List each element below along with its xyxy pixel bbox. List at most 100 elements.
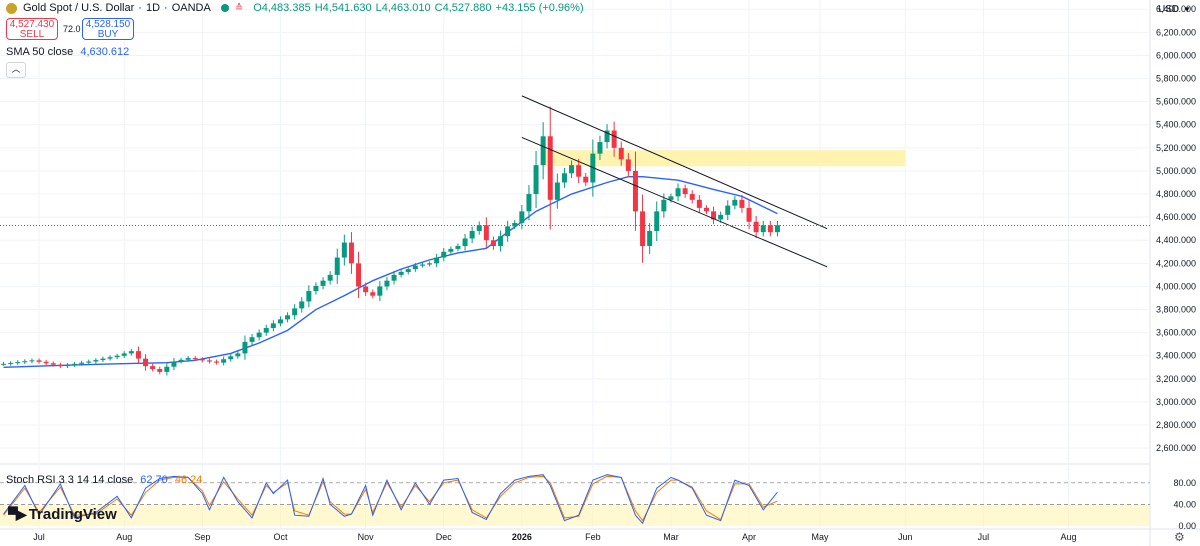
candle-body-6 <box>43 361 49 364</box>
logo-text: TradingView <box>28 506 117 523</box>
market-open-icon <box>220 4 229 12</box>
price-tick-5,600.000: 5,600.000 <box>1156 97 1196 107</box>
time-tick-Aug: Aug <box>116 532 132 542</box>
candle-body-2 <box>15 362 21 364</box>
candle-body-108 <box>767 225 773 233</box>
candle-body-93 <box>661 199 667 212</box>
collapse-legend-button[interactable]: ︿ <box>6 62 26 78</box>
candle-body-20 <box>143 358 149 367</box>
candle-body-74 <box>526 194 532 212</box>
time-tick-Dec: Dec <box>436 532 453 542</box>
candle-body-97 <box>689 194 695 200</box>
bars-icon[interactable]: ≙ <box>234 2 244 14</box>
currency-label: USD <box>1158 4 1180 15</box>
candle-body-3 <box>22 361 28 363</box>
candle-body-47 <box>334 257 340 275</box>
candle-body-38 <box>270 323 276 329</box>
candle-body-55 <box>391 274 397 281</box>
candle-body-13 <box>93 360 99 362</box>
candle-body-80 <box>569 165 575 174</box>
candle-body-12 <box>86 361 92 363</box>
interval[interactable]: 1D <box>145 2 161 14</box>
candle-body-87 <box>618 147 624 160</box>
candle-body-24 <box>171 361 177 367</box>
settings-icon[interactable]: ⚙ <box>1174 530 1185 544</box>
candle-body-96 <box>682 188 688 195</box>
ohlc-low: L4,463.010 <box>375 2 431 14</box>
rsi-k-value: 62.70 <box>140 474 168 486</box>
candle-body-62 <box>441 251 447 258</box>
buy-button[interactable]: 4,528.150 BUY <box>82 18 134 40</box>
candle-body-61 <box>434 257 440 264</box>
candle-body-21 <box>150 366 156 370</box>
candle-body-75 <box>533 165 539 195</box>
candle-body-14 <box>100 358 106 361</box>
sma-legend[interactable]: SMA 50 close 4,630.612 <box>6 46 129 58</box>
candle-body-57 <box>405 269 411 273</box>
symbol-legend: Gold Spot / U.S. Dollar · 1D · OANDA ≙ O… <box>6 2 584 14</box>
candle-body-68 <box>483 225 489 241</box>
candle-body-51 <box>363 286 369 293</box>
candle-body-19 <box>135 351 141 359</box>
candle-body-11 <box>79 362 85 364</box>
candle-body-66 <box>469 231 475 239</box>
price-tick-6,000.000: 6,000.000 <box>1156 50 1196 60</box>
time-tick-Jul: Jul <box>978 532 990 542</box>
candle-body-64 <box>455 246 461 249</box>
candle-body-36 <box>256 332 262 338</box>
trendline-upper[interactable] <box>521 95 828 230</box>
candle-body-53 <box>377 286 383 296</box>
symbol-name[interactable]: Gold Spot / U.S. Dollar <box>23 2 135 14</box>
ohlc-open: O4,483.385 <box>253 2 311 14</box>
price-tick-2,800.000: 2,800.000 <box>1156 420 1196 430</box>
time-tick-Feb: Feb <box>585 532 601 542</box>
rsi-tick-0.00: 0.00 <box>1178 521 1196 531</box>
candle-body-42 <box>299 301 305 309</box>
candle-body-100 <box>711 211 717 220</box>
candle-body-71 <box>505 226 511 237</box>
candle-body-1 <box>8 362 14 364</box>
currency-selector[interactable]: USD ▼ <box>1158 4 1191 15</box>
time-tick-May: May <box>812 532 830 542</box>
price-axis[interactable]: 2,600.000 2,800.000 3,000.000 3,200.000 3,40… <box>1156 4 1196 531</box>
sell-button[interactable]: 4,527.430 SELL <box>6 18 58 40</box>
candle-body-82 <box>583 176 589 183</box>
candle-body-5 <box>36 360 42 362</box>
candle-body-22 <box>157 369 163 372</box>
candle-body-23 <box>164 366 170 372</box>
price-tick-4,200.000: 4,200.000 <box>1156 258 1196 268</box>
trendline-lower[interactable] <box>521 136 828 268</box>
rsi-tick-40.00: 40.00 <box>1173 499 1196 509</box>
candle-body-67 <box>476 225 482 231</box>
time-axis[interactable]: Jul Aug Sep Oct Nov Dec 2026 Feb Mar Apr May Jun Jul… <box>33 532 1076 542</box>
candle-body-39 <box>277 319 283 324</box>
candle-body-33 <box>235 353 241 357</box>
candle-body-88 <box>625 159 631 171</box>
tradingview-logo-icon: ▀▶ <box>8 506 27 522</box>
spread-value: 72.0 <box>63 24 81 34</box>
price-tick-3,200.000: 3,200.000 <box>1156 374 1196 384</box>
stoch-rsi-k-line <box>3 474 778 525</box>
price-tick-4,400.000: 4,400.000 <box>1156 235 1196 245</box>
candle-body-49 <box>348 242 354 264</box>
candle-body-16 <box>114 355 120 358</box>
price-tick-6,400.000: 6,400.000 <box>1156 4 1196 14</box>
candle-body-30 <box>214 361 220 363</box>
candle-body-25 <box>178 359 184 362</box>
candle-body-89 <box>632 170 638 212</box>
candle-body-50 <box>356 263 362 287</box>
time-tick-2026: 2026 <box>512 532 532 542</box>
candle-body-46 <box>327 274 333 281</box>
stoch-rsi-legend[interactable]: Stoch RSI 3 3 14 14 close 62.70 46.24 <box>6 474 202 486</box>
candle-body-41 <box>292 308 298 316</box>
candle-body-26 <box>185 358 191 360</box>
price-tick-4,000.000: 4,000.000 <box>1156 281 1196 291</box>
exchange: OANDA <box>171 2 211 14</box>
sma-value: 4,630.612 <box>80 46 130 58</box>
tradingview-logo[interactable]: ▀▶ TradingView <box>8 506 117 523</box>
candle-body-79 <box>561 173 567 183</box>
chevron-down-icon: ▼ <box>1183 5 1192 14</box>
candle-body-109 <box>774 225 780 233</box>
